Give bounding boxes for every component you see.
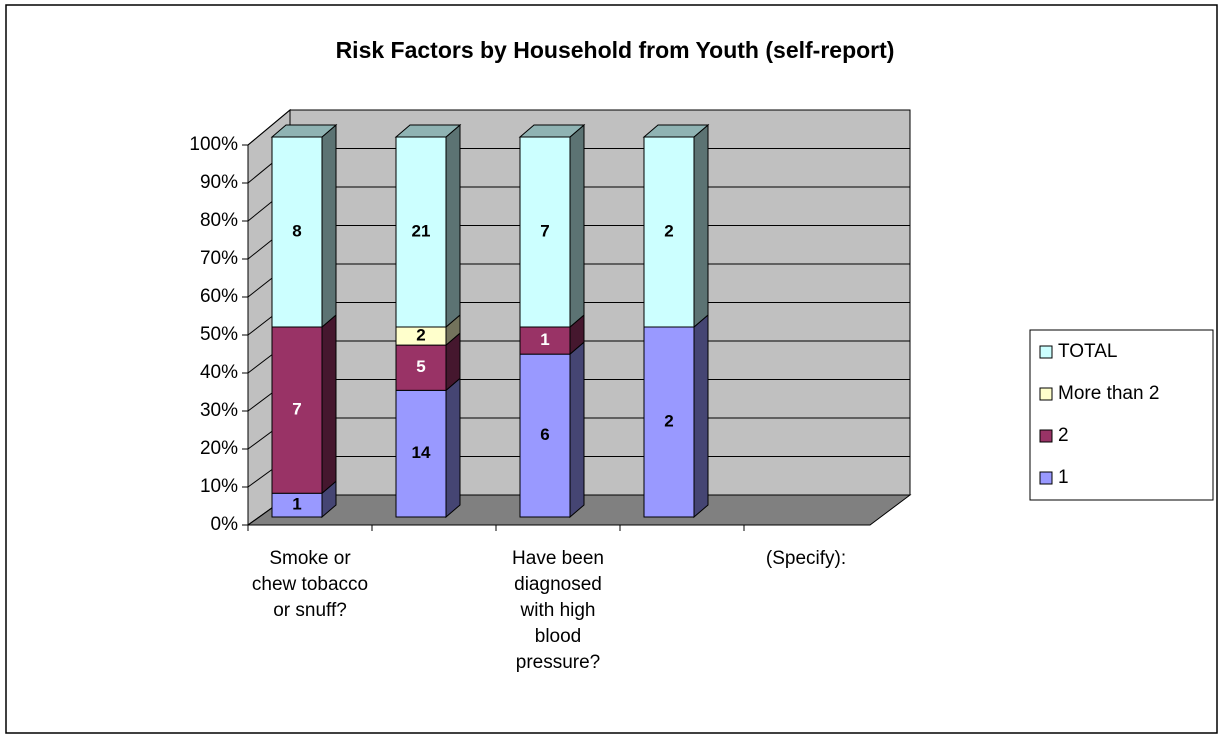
bar-side <box>321 313 337 495</box>
data-label: 21 <box>412 221 431 240</box>
bar-top <box>270 124 338 138</box>
bar-side <box>569 341 585 519</box>
data-label: 6 <box>540 425 549 444</box>
y-tick-label: 50% <box>200 324 238 345</box>
bar-side <box>445 123 461 329</box>
data-label: 1 <box>292 495 301 514</box>
chart-title: Risk Factors by Household from Youth (se… <box>336 37 895 63</box>
data-label: 14 <box>412 443 431 462</box>
legend-swatch <box>1039 471 1053 485</box>
legend-label: More than 2 <box>1058 383 1159 404</box>
bar-side <box>321 123 337 329</box>
y-tick-label: 80% <box>200 210 238 231</box>
y-tick-label: 30% <box>200 400 238 421</box>
grid-line <box>247 109 291 146</box>
data-label: 7 <box>292 400 301 419</box>
bar-top <box>518 124 586 138</box>
data-label: 8 <box>292 221 301 240</box>
legend-swatch <box>1039 345 1053 359</box>
data-label: 5 <box>416 357 425 376</box>
x-tick-label: (Specify): <box>765 548 847 569</box>
legend-label: TOTAL <box>1058 341 1117 362</box>
y-tick-label: 60% <box>200 286 238 307</box>
data-label: 1 <box>540 330 549 349</box>
x-tick-label: Have been diagnosed with high blood pres… <box>512 548 604 673</box>
bar <box>643 326 695 518</box>
legend-swatch <box>1039 429 1053 443</box>
data-label: 2 <box>416 326 425 345</box>
y-tick-label: 70% <box>200 248 238 269</box>
y-tick-label: 100% <box>189 134 238 155</box>
data-label: 2 <box>664 411 673 430</box>
bar <box>271 136 323 328</box>
bar-side <box>693 123 709 329</box>
legend-label: 2 <box>1058 425 1069 446</box>
bar-side <box>569 123 585 329</box>
bar <box>519 136 571 328</box>
bar-side <box>445 377 461 519</box>
x-tick-label: Smoke or chew tobacco or snuff? <box>251 548 369 621</box>
y-tick-label: 40% <box>200 362 238 383</box>
bar-top <box>642 124 710 138</box>
legend <box>1029 329 1214 501</box>
legend-label: 1 <box>1058 467 1069 488</box>
bar <box>395 136 447 328</box>
y-tick-label: 0% <box>211 514 239 535</box>
data-label: 7 <box>540 221 549 240</box>
bar-top <box>394 124 462 138</box>
bar <box>643 136 695 328</box>
bar-side <box>693 313 709 519</box>
bar <box>519 326 571 355</box>
y-tick-label: 20% <box>200 438 238 459</box>
y-tick-label: 10% <box>200 476 238 497</box>
bar <box>271 326 323 494</box>
y-tick-label: 90% <box>200 172 238 193</box>
data-label: 2 <box>664 221 673 240</box>
legend-swatch <box>1039 387 1053 401</box>
bar <box>395 389 447 518</box>
